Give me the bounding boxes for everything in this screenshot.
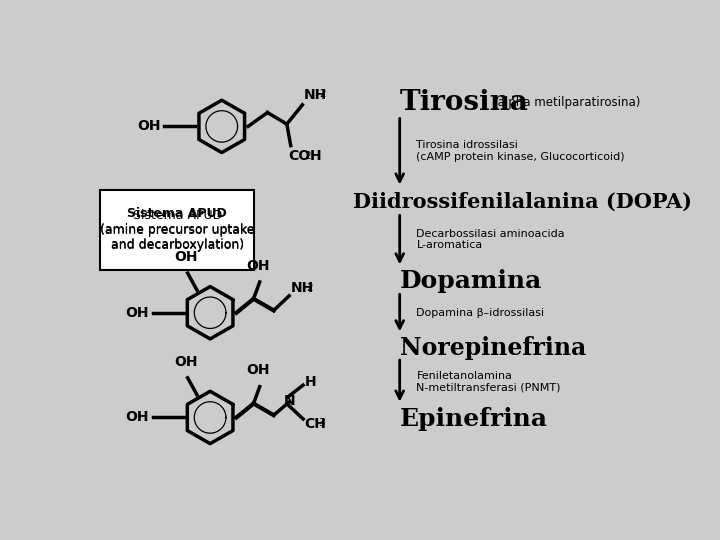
Text: Norepinefrina: Norepinefrina [400,335,586,360]
Text: H: H [305,375,316,389]
Text: CH: CH [305,417,327,430]
Text: 2: 2 [306,283,313,293]
FancyBboxPatch shape [100,190,254,271]
Text: CO: CO [289,150,310,164]
Text: OH: OH [174,355,198,369]
Text: OH: OH [125,410,149,424]
Text: 2: 2 [320,90,326,99]
Text: Dopamina β–idrossilasi: Dopamina β–idrossilasi [416,308,544,319]
Text: OH: OH [246,259,270,273]
Text: Sistema APUD: Sistema APUD [127,207,227,220]
Text: OH: OH [125,306,149,320]
Text: Epinefrina: Epinefrina [400,407,548,431]
Text: OH: OH [174,250,198,264]
Text: H: H [310,150,322,164]
Text: OH: OH [246,363,270,377]
Text: Feniletanolamina
N-metiltransferasi (PNMT): Feniletanolamina N-metiltransferasi (PNM… [416,371,561,393]
Text: NH: NH [304,88,327,102]
Text: 3: 3 [319,418,325,428]
Text: Dopamina: Dopamina [400,269,542,293]
Text: (amine precursor uptake
and decarboxylation): (amine precursor uptake and decarboxylat… [100,222,254,251]
Text: Tirosina: Tirosina [400,89,528,116]
Text: (alpha metilparatirosina): (alpha metilparatirosina) [492,96,640,109]
Text: Diidrossifenilalanina (DOPA): Diidrossifenilalanina (DOPA) [354,192,692,212]
Text: Sistema APUD
(amine precursor uptake
and decarboxylation): Sistema APUD (amine precursor uptake and… [100,209,254,252]
Text: Decarbossilasi aminoacida
L-aromatica: Decarbossilasi aminoacida L-aromatica [416,228,565,250]
Text: OH: OH [137,119,161,133]
Text: 2: 2 [304,151,310,161]
Text: Tirosina idrossilasi
(cAMP protein kinase, Glucocorticoid): Tirosina idrossilasi (cAMP protein kinas… [416,140,625,161]
Text: NH: NH [291,281,314,295]
Text: N: N [284,394,295,408]
